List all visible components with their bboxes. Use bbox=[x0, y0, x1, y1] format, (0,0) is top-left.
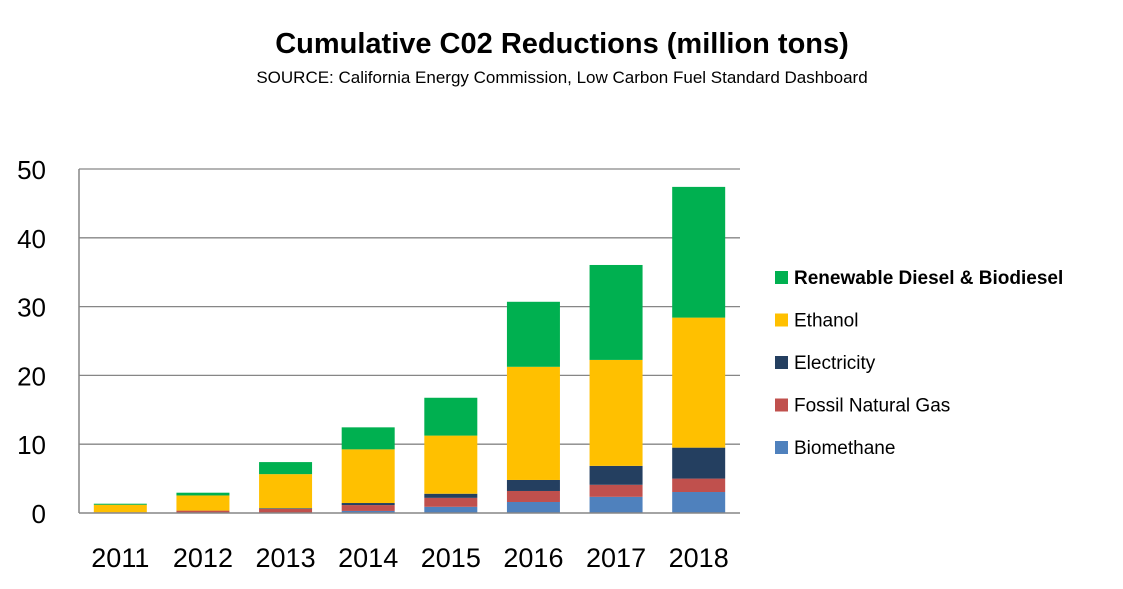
bar-segment-ethanol-2018 bbox=[672, 317, 726, 448]
bar-segment-renewable-diesel-biodiesel-2016 bbox=[506, 301, 560, 367]
bar-segment-fossil-natural-gas-2012 bbox=[176, 510, 230, 513]
bar-segment-renewable-diesel-biodiesel-2014 bbox=[341, 427, 395, 450]
legend: Renewable Diesel & Biodiesel Ethanol Elect… bbox=[775, 268, 1063, 459]
legend-label: Electricity bbox=[794, 353, 876, 374]
legend-swatch bbox=[775, 398, 788, 412]
bar-segment-renewable-diesel-biodiesel-2012 bbox=[176, 492, 230, 496]
chart-subtitle: SOURCE: California Energy Commission, Lo… bbox=[256, 68, 867, 87]
bar-segment-biomethane-2015 bbox=[424, 506, 478, 513]
bar-segment-renewable-diesel-biodiesel-2017 bbox=[589, 264, 643, 360]
y-axis-ticks: 0 10 20 30 40 50 bbox=[17, 155, 46, 529]
bar-segment-renewable-diesel-biodiesel-2018 bbox=[672, 186, 726, 318]
y-tick-label: 0 bbox=[32, 499, 46, 529]
bar-segment-fossil-natural-gas-2014 bbox=[341, 505, 395, 511]
bar-segment-fossil-natural-gas-2015 bbox=[424, 497, 478, 507]
x-tick-label: 2015 bbox=[421, 543, 481, 573]
x-tick-label: 2016 bbox=[503, 543, 563, 573]
bar-segment-ethanol-2013 bbox=[259, 474, 313, 509]
bar-segment-fossil-natural-gas-2016 bbox=[506, 490, 560, 502]
x-tick-label: 2017 bbox=[586, 543, 646, 573]
y-tick-label: 20 bbox=[17, 361, 46, 391]
legend-swatch bbox=[775, 313, 788, 327]
x-tick-label: 2011 bbox=[91, 543, 149, 573]
bar-segment-biomethane-2016 bbox=[506, 501, 560, 513]
legend-label: Fossil Natural Gas bbox=[794, 396, 950, 417]
bar-segment-ethanol-2014 bbox=[341, 449, 395, 504]
y-tick-label: 50 bbox=[17, 155, 46, 185]
chart-title: Cumulative C02 Reductions (million tons) bbox=[275, 28, 849, 60]
axes bbox=[78, 169, 740, 514]
bar-segment-fossil-natural-gas-2013 bbox=[259, 508, 313, 513]
x-axis-ticks: 2011 2012 2013 2014 2015 2016 2017 2018 bbox=[91, 543, 728, 573]
bar-segment-biomethane-2014 bbox=[341, 510, 395, 513]
x-tick-label: 2012 bbox=[173, 543, 233, 573]
bar-segment-ethanol-2015 bbox=[424, 435, 478, 494]
bar-segment-electricity-2016 bbox=[506, 479, 560, 491]
bar-segment-renewable-diesel-biodiesel-2011 bbox=[93, 503, 147, 505]
legend-label: Biomethane bbox=[794, 438, 895, 459]
bar-segment-electricity-2015 bbox=[424, 493, 478, 498]
x-tick-label: 2018 bbox=[669, 543, 729, 573]
bar-segment-ethanol-2017 bbox=[589, 359, 643, 466]
bar-segment-fossil-natural-gas-2018 bbox=[672, 478, 726, 493]
bars bbox=[93, 186, 726, 513]
bar-segment-ethanol-2016 bbox=[506, 366, 560, 480]
bar-segment-electricity-2017 bbox=[589, 465, 643, 485]
x-tick-label: 2014 bbox=[338, 543, 398, 573]
bar-segment-ethanol-2012 bbox=[176, 495, 230, 511]
y-tick-label: 30 bbox=[17, 293, 46, 323]
bar-segment-electricity-2013 bbox=[259, 508, 313, 509]
legend-swatch bbox=[775, 441, 788, 454]
y-tick-label: 10 bbox=[17, 430, 46, 460]
bar-segment-electricity-2014 bbox=[341, 503, 395, 506]
y-tick-label: 40 bbox=[17, 224, 46, 254]
bar-segment-ethanol-2011 bbox=[93, 504, 147, 513]
bar-segment-biomethane-2017 bbox=[589, 496, 643, 513]
bar-segment-renewable-diesel-biodiesel-2013 bbox=[259, 462, 313, 475]
bar-segment-fossil-natural-gas-2017 bbox=[589, 484, 643, 497]
x-tick-label: 2013 bbox=[256, 543, 316, 573]
legend-swatch bbox=[775, 271, 788, 284]
bar-segment-electricity-2018 bbox=[672, 447, 726, 479]
legend-swatch bbox=[775, 356, 788, 369]
legend-label: Ethanol bbox=[794, 311, 858, 332]
bar-segment-renewable-diesel-biodiesel-2015 bbox=[424, 397, 478, 436]
bar-segment-biomethane-2018 bbox=[672, 492, 726, 513]
legend-label: Renewable Diesel & Biodiesel bbox=[794, 268, 1063, 289]
